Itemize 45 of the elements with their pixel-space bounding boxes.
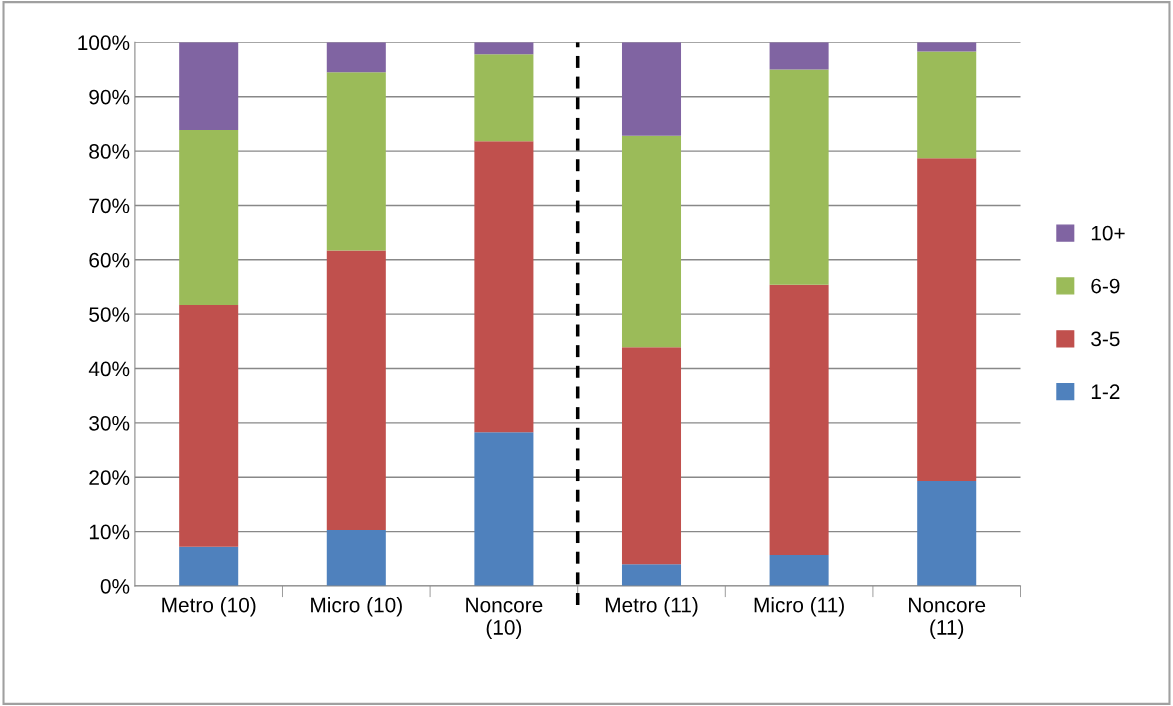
bar [179, 546, 239, 586]
legend-label: 6-9 [1091, 278, 1120, 294]
y-tick-label: 10% [89, 524, 130, 540]
bar [769, 554, 829, 586]
x-tick-label: Micro (10) [311, 597, 402, 617]
legend-label: 10+ [1091, 225, 1125, 241]
y-tick-label: 60% [89, 252, 130, 268]
bar [917, 481, 977, 586]
bar [326, 529, 386, 586]
y-tick-label: 30% [89, 415, 130, 431]
bar [917, 42, 977, 52]
bar [179, 129, 239, 305]
bar [474, 42, 534, 55]
x-tick-label: Noncore (11) [909, 597, 986, 639]
y-tick-label: 20% [89, 470, 130, 486]
y-tick-label: 70% [89, 198, 130, 214]
bar [769, 42, 829, 70]
legend-label: 3-5 [1091, 331, 1120, 347]
y-tick-label: 40% [88, 361, 130, 377]
legend-label: 1-2 [1091, 384, 1120, 399]
bar [326, 72, 386, 251]
bar [621, 347, 682, 565]
bar [769, 69, 829, 285]
bar [917, 158, 977, 482]
bar [179, 42, 239, 130]
y-tick-label: 100% [78, 35, 130, 51]
y-tick-label: 90% [89, 89, 130, 105]
bar [474, 54, 534, 142]
bar [474, 432, 534, 586]
bar [621, 135, 682, 348]
bar [769, 284, 829, 555]
x-tick-label: Noncore (10) [466, 597, 543, 639]
y-tick-label: 50% [89, 307, 130, 322]
bar [326, 250, 386, 530]
bar [621, 42, 682, 136]
x-tick-label: Metro (11) [605, 597, 698, 617]
x-tick-label: Metro (10) [162, 597, 256, 617]
bar [917, 51, 977, 159]
bar [179, 304, 239, 547]
y-tick-label: 80% [89, 144, 130, 159]
bar [326, 42, 386, 73]
bar [474, 141, 534, 433]
x-tick-label: Micro (11) [754, 597, 844, 617]
bar [621, 564, 682, 586]
y-tick-label: 0% [100, 578, 130, 594]
